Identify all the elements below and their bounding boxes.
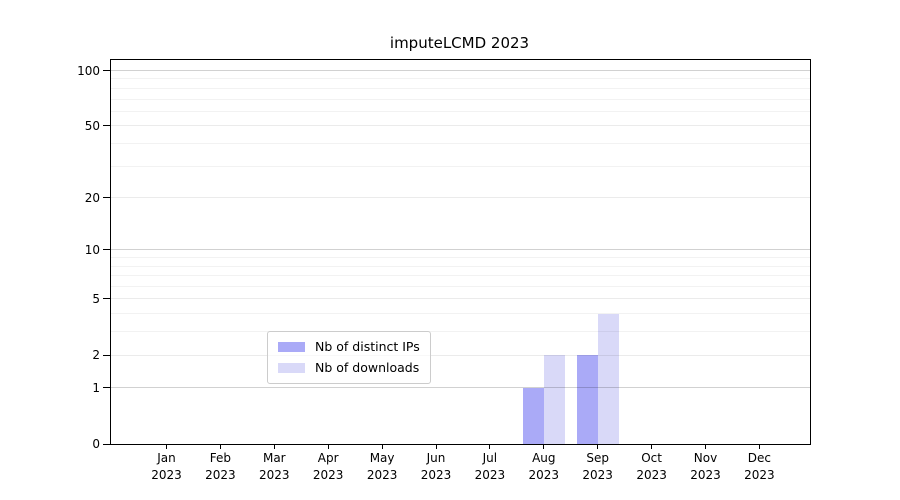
x-tick-month: May: [369, 451, 395, 465]
x-tick-year: 2023: [366, 467, 398, 482]
legend-item: Nb of downloads: [278, 360, 420, 376]
x-tick-may: [381, 444, 383, 449]
x-tick-jan: [166, 444, 167, 449]
y-tick-label-2: 2: [92, 348, 100, 363]
x-tick-label-aug: Aug 2023: [514, 450, 574, 483]
x-tick-month: Nov: [693, 451, 718, 465]
bar-nb-of-distinct-ips-sep: [576, 355, 598, 444]
y-tick-label-50: 50: [84, 118, 100, 133]
x-tick-month: Jun: [426, 451, 446, 465]
x-tick-apr: [327, 444, 329, 449]
x-tick-month: Aug: [532, 451, 556, 465]
gridline-8: [111, 265, 810, 267]
x-tick-oct: [651, 444, 653, 449]
y-tick-label-0: 0: [92, 437, 100, 451]
x-tick-jul: [489, 444, 491, 449]
x-tick-label-may: May 2023: [352, 450, 412, 483]
x-tick-jun: [435, 444, 437, 449]
x-tick-year: 2023: [744, 467, 775, 482]
gridline-2: [111, 354, 810, 356]
y-tick-20: [103, 197, 110, 199]
gridline-4: [111, 313, 810, 315]
x-tick-label-sep: Sep 2023: [568, 450, 628, 483]
x-tick-year: 2023: [312, 467, 344, 482]
y-tick-50: [103, 125, 110, 127]
x-tick-month: Mar: [262, 451, 286, 465]
x-tick-month: Jan: [157, 451, 176, 465]
x-tick-year: 2023: [474, 467, 506, 482]
bar-nb-of-downloads-sep: [597, 313, 619, 444]
x-tick-dec: [758, 444, 760, 449]
gridline-7: [111, 275, 810, 277]
x-tick-feb: [219, 444, 221, 449]
x-tick-month: Feb: [209, 451, 232, 465]
y-tick-label-20: 20: [84, 190, 100, 205]
x-tick-label-jul: Jul 2023: [460, 450, 520, 483]
x-tick-month: Dec: [747, 451, 771, 465]
x-tick-month: Oct: [641, 451, 662, 465]
x-tick-aug: [543, 444, 545, 449]
legend-swatch-icon: [278, 363, 305, 373]
y-tick-10: [103, 249, 110, 251]
y-tick-100: [103, 70, 110, 71]
x-tick-month: Sep: [586, 451, 609, 465]
gridline-90: [111, 78, 810, 80]
gridline-6: [111, 286, 810, 288]
legend: Nb of distinct IPs Nb of downloads: [267, 331, 431, 384]
y-tick-label-100: 100: [77, 63, 100, 78]
x-tick-label-nov: Nov 2023: [676, 450, 736, 483]
x-tick-year: 2023: [259, 467, 290, 482]
y-tick-1: [103, 387, 110, 389]
gridline-10: [111, 249, 810, 251]
gridline-80: [111, 87, 810, 89]
chart-title: imputeLCMD 2023: [389, 34, 530, 52]
x-tick-label-jan: Jan 2023: [137, 450, 197, 483]
legend-item-label: Nb of downloads: [315, 360, 420, 375]
bar-nb-of-downloads-aug: [543, 355, 565, 444]
gridline-1: [111, 387, 810, 389]
gridline-50: [111, 125, 810, 127]
legend-swatch-icon: [278, 342, 305, 352]
plot-area: 0 1 2 5 10 20 50 100 Jan 2023 Feb 2023 Mar 2023 Apr 202…: [77, 59, 811, 482]
x-tick-year: 2023: [151, 467, 182, 482]
x-tick-year: 2023: [205, 467, 236, 482]
x-tick-year: 2023: [420, 467, 452, 482]
gridline-5: [111, 298, 810, 300]
x-tick-mar: [273, 444, 275, 449]
x-tick-month: Apr: [317, 451, 339, 465]
x-tick-label-mar: Mar 2023: [244, 450, 304, 483]
gridline-60: [111, 110, 810, 112]
y-tick-label-10: 10: [84, 242, 100, 257]
y-tick-5: [103, 298, 110, 300]
y-tick-label-1: 1: [92, 380, 100, 395]
gridline-9: [111, 257, 810, 259]
x-tick-label-jun: Jun 2023: [406, 450, 466, 483]
gridline-100: [111, 70, 810, 71]
legend-item: Nb of distinct IPs: [278, 339, 420, 355]
gridline-3: [111, 331, 810, 333]
x-tick-year: 2023: [528, 467, 560, 482]
x-tick-year: 2023: [582, 467, 613, 482]
x-tick-year: 2023: [636, 467, 667, 482]
y-tick-label-5: 5: [92, 291, 100, 306]
x-tick-nov: [705, 444, 706, 449]
y-tick-0: [103, 443, 110, 445]
gridline-70: [111, 98, 810, 100]
x-tick-label-apr: Apr 2023: [298, 450, 358, 483]
gridline-30: [111, 165, 810, 167]
gridline-20: [111, 197, 810, 199]
x-tick-sep: [597, 444, 599, 449]
bar-nb-of-distinct-ips-aug: [522, 387, 544, 444]
x-tick-label-feb: Feb 2023: [190, 450, 250, 483]
x-tick-month: Jul: [482, 451, 498, 465]
x-tick-year: 2023: [690, 467, 721, 482]
legend-item-label: Nb of distinct IPs: [315, 339, 420, 354]
x-tick-label-oct: Oct 2023: [622, 450, 682, 483]
x-tick-label-dec: Dec 2023: [729, 450, 789, 483]
y-tick-2: [103, 354, 110, 356]
gridline-40: [111, 142, 810, 144]
